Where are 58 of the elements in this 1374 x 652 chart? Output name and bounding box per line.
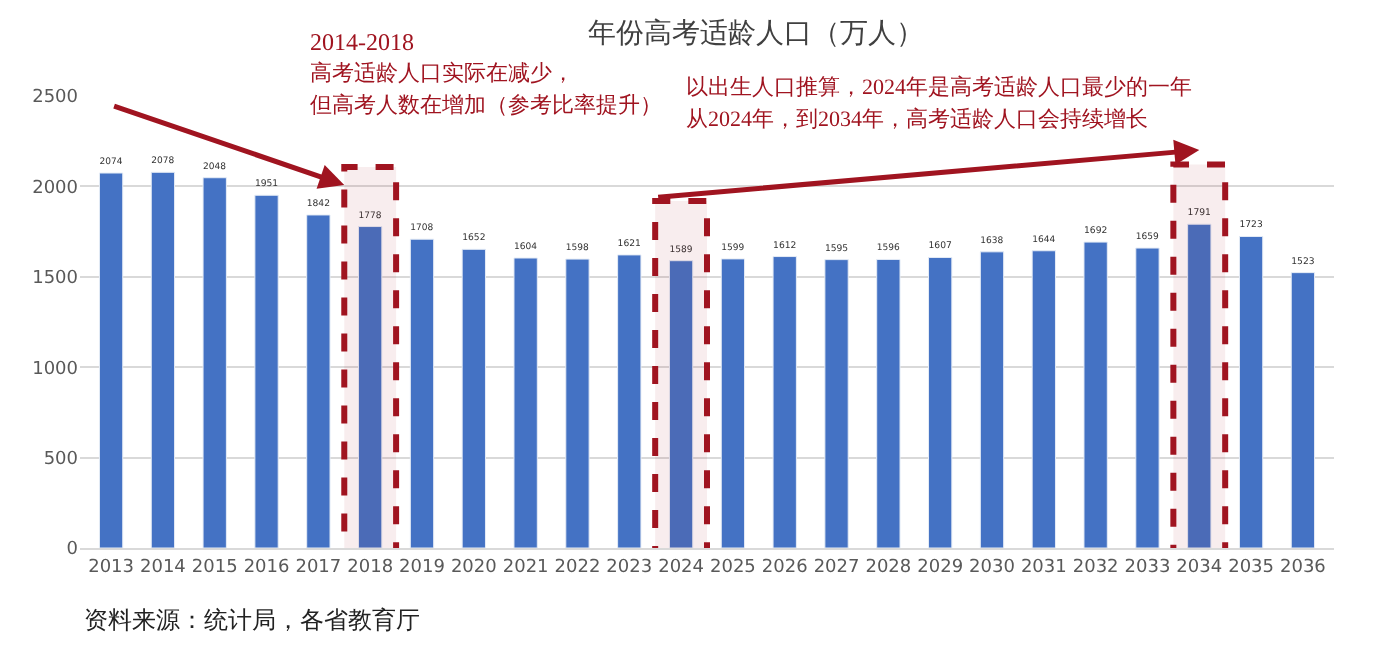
text: 2014-2018 <box>310 28 414 56</box>
y-tick-label: 1500 <box>32 269 79 290</box>
bar <box>772 256 797 548</box>
bar <box>824 259 849 548</box>
x-tick-label: 2014 <box>139 557 187 578</box>
x-tick-label: 2026 <box>761 557 809 578</box>
bar <box>306 214 331 548</box>
bar <box>254 194 279 548</box>
bar <box>617 254 642 548</box>
x-tick-label: 2018 <box>347 557 394 578</box>
bar <box>979 251 1005 548</box>
bar <box>98 172 124 548</box>
x-tick-label: 2036 <box>1279 557 1327 578</box>
y-tick-label: 2000 <box>32 178 79 199</box>
bar <box>1238 235 1264 548</box>
annotation: 以出生人口推算，2024年是高考适龄人口最少的一年 <box>686 74 1192 100</box>
x-tick-label: 2032 <box>1072 557 1119 578</box>
chart-title: 年份高考适龄人口（万人） <box>587 18 924 51</box>
x-tick-label: 2030 <box>969 557 1016 578</box>
x-tick-label: 2021 <box>502 557 549 578</box>
x-tick-label: 2027 <box>813 557 860 578</box>
x-tick-label: 2029 <box>917 557 964 578</box>
bar <box>928 256 953 548</box>
bar <box>565 258 590 548</box>
x-tick-label: 2034 <box>1176 557 1223 578</box>
bar <box>202 177 227 548</box>
bar <box>1083 241 1108 548</box>
x-tick-label: 2019 <box>399 557 446 578</box>
y-tick-label: 500 <box>43 449 79 470</box>
x-tick-label: 2020 <box>450 557 498 578</box>
x-tick-label: 2035 <box>1228 557 1275 578</box>
x-tick-label: 2015 <box>191 557 238 578</box>
x-tick-label: 2024 <box>658 557 705 578</box>
bar <box>1290 272 1316 548</box>
y-tick-label: 0 <box>66 540 79 561</box>
bar <box>1135 247 1160 548</box>
bar <box>150 171 176 548</box>
text: 资料来源：统计局，各省教育厅 <box>84 606 420 634</box>
annotation: 但高考人数在增加（参考比率提升） <box>310 92 662 118</box>
x-tick-label: 2022 <box>554 557 601 578</box>
annotation: 从2024年，到2034年，高考适龄人口会持续增长 <box>686 106 1148 132</box>
x-tick-label: 2028 <box>865 557 912 578</box>
text: 高考适龄人口实际在减少， <box>310 60 574 86</box>
bar <box>513 257 538 548</box>
x-tick-label: 2016 <box>243 557 290 578</box>
bar <box>720 258 746 548</box>
x-tick-label: 2023 <box>606 557 653 578</box>
bar <box>876 258 901 548</box>
x-tick-label: 2013 <box>88 557 135 578</box>
x-tick-label: 2017 <box>295 557 342 578</box>
y-tick-label: 2500 <box>32 88 79 109</box>
y-tick-label: 1000 <box>32 359 79 380</box>
x-tick-label: 2033 <box>1124 557 1171 578</box>
bar <box>1031 250 1056 548</box>
bar <box>409 238 435 548</box>
x-tick-label: 2025 <box>709 557 756 578</box>
bar <box>461 248 486 548</box>
x-tick-label: 2031 <box>1020 557 1067 578</box>
